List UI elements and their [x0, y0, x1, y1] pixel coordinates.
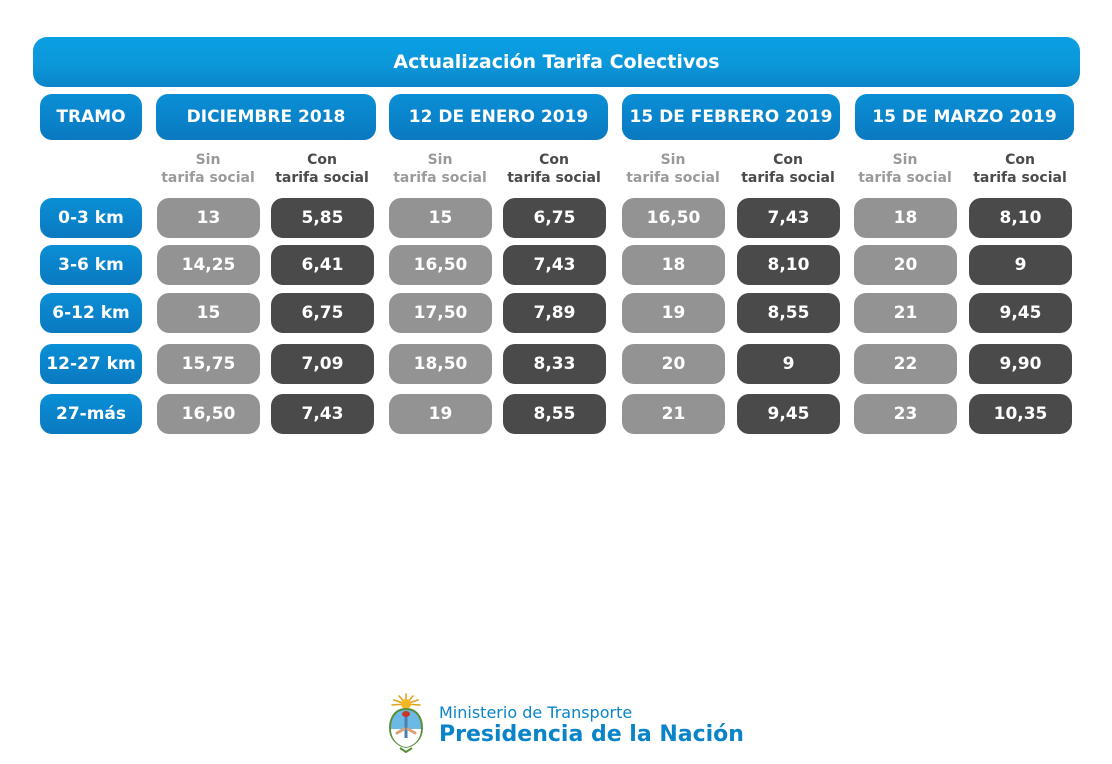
con-tarifa-social-label: Con tarifa social: [507, 152, 601, 186]
fare-sin-tarifa-social: 22: [854, 344, 957, 384]
tramo-header: TRAMO: [40, 94, 142, 140]
fare-con-tarifa-social: 10,35: [969, 394, 1072, 434]
table-title: Actualización Tarifa Colectivos: [33, 37, 1080, 87]
tramo-label: 3-6 km: [40, 245, 142, 285]
period-header-mar-2019: 15 DE MARZO 2019: [855, 94, 1074, 140]
fare-con-tarifa-social: 7,89: [503, 293, 606, 333]
fare-con-tarifa-social: 6,75: [503, 198, 606, 238]
con-tarifa-social-label: Con tarifa social: [741, 152, 835, 186]
fare-con-tarifa-social: 8,33: [503, 344, 606, 384]
fare-sin-tarifa-social: 16,50: [157, 394, 260, 434]
period-header-ene-2019: 12 DE ENERO 2019: [389, 94, 608, 140]
fare-sin-tarifa-social: 19: [622, 293, 725, 333]
sin-tarifa-social-label: Sin tarifa social: [393, 152, 487, 186]
national-crest-icon: [388, 693, 424, 754]
presidency-name: Presidencia de la Nación: [439, 722, 744, 747]
fare-sin-tarifa-social: 18: [622, 245, 725, 285]
fare-sin-tarifa-social: 15: [157, 293, 260, 333]
fare-con-tarifa-social: 7,43: [737, 198, 840, 238]
fare-con-tarifa-social: 8,55: [503, 394, 606, 434]
fare-sin-tarifa-social: 15,75: [157, 344, 260, 384]
fare-con-tarifa-social: 9,90: [969, 344, 1072, 384]
fare-con-tarifa-social: 8,55: [737, 293, 840, 333]
fare-con-tarifa-social: 8,10: [737, 245, 840, 285]
sin-tarifa-social-label: Sin tarifa social: [858, 152, 952, 186]
fare-sin-tarifa-social: 21: [622, 394, 725, 434]
period-header-dic-2018: DICIEMBRE 2018: [156, 94, 376, 140]
fare-sin-tarifa-social: 21: [854, 293, 957, 333]
fare-sin-tarifa-social: 23: [854, 394, 957, 434]
fare-con-tarifa-social: 6,75: [271, 293, 374, 333]
fare-con-tarifa-social: 9: [737, 344, 840, 384]
fare-sin-tarifa-social: 15: [389, 198, 492, 238]
fare-con-tarifa-social: 9,45: [969, 293, 1072, 333]
fare-con-tarifa-social: 6,41: [271, 245, 374, 285]
sin-tarifa-social-label: Sin tarifa social: [161, 152, 255, 186]
fare-con-tarifa-social: 7,09: [271, 344, 374, 384]
fare-con-tarifa-social: 5,85: [271, 198, 374, 238]
fare-con-tarifa-social: 7,43: [271, 394, 374, 434]
fare-con-tarifa-social: 7,43: [503, 245, 606, 285]
fare-sin-tarifa-social: 17,50: [389, 293, 492, 333]
fare-sin-tarifa-social: 18,50: [389, 344, 492, 384]
fare-sin-tarifa-social: 13: [157, 198, 260, 238]
tramo-label: 27-más: [40, 394, 142, 434]
fare-sin-tarifa-social: 20: [622, 344, 725, 384]
fare-sin-tarifa-social: 16,50: [622, 198, 725, 238]
ministry-name: Ministerio de Transporte: [439, 703, 633, 722]
fare-con-tarifa-social: 9: [969, 245, 1072, 285]
tramo-label: 0-3 km: [40, 198, 142, 238]
con-tarifa-social-label: Con tarifa social: [275, 152, 369, 186]
tramo-label: 6-12 km: [40, 293, 142, 333]
fare-sin-tarifa-social: 19: [389, 394, 492, 434]
fare-sin-tarifa-social: 16,50: [389, 245, 492, 285]
tramo-label: 12-27 km: [40, 344, 142, 384]
fare-con-tarifa-social: 8,10: [969, 198, 1072, 238]
fare-sin-tarifa-social: 20: [854, 245, 957, 285]
fare-sin-tarifa-social: 18: [854, 198, 957, 238]
footer-logo: Ministerio de Transporte Presidencia de …: [386, 692, 746, 754]
period-header-feb-2019: 15 DE FEBRERO 2019: [622, 94, 840, 140]
fare-con-tarifa-social: 9,45: [737, 394, 840, 434]
fare-sin-tarifa-social: 14,25: [157, 245, 260, 285]
con-tarifa-social-label: Con tarifa social: [973, 152, 1067, 186]
sin-tarifa-social-label: Sin tarifa social: [626, 152, 720, 186]
